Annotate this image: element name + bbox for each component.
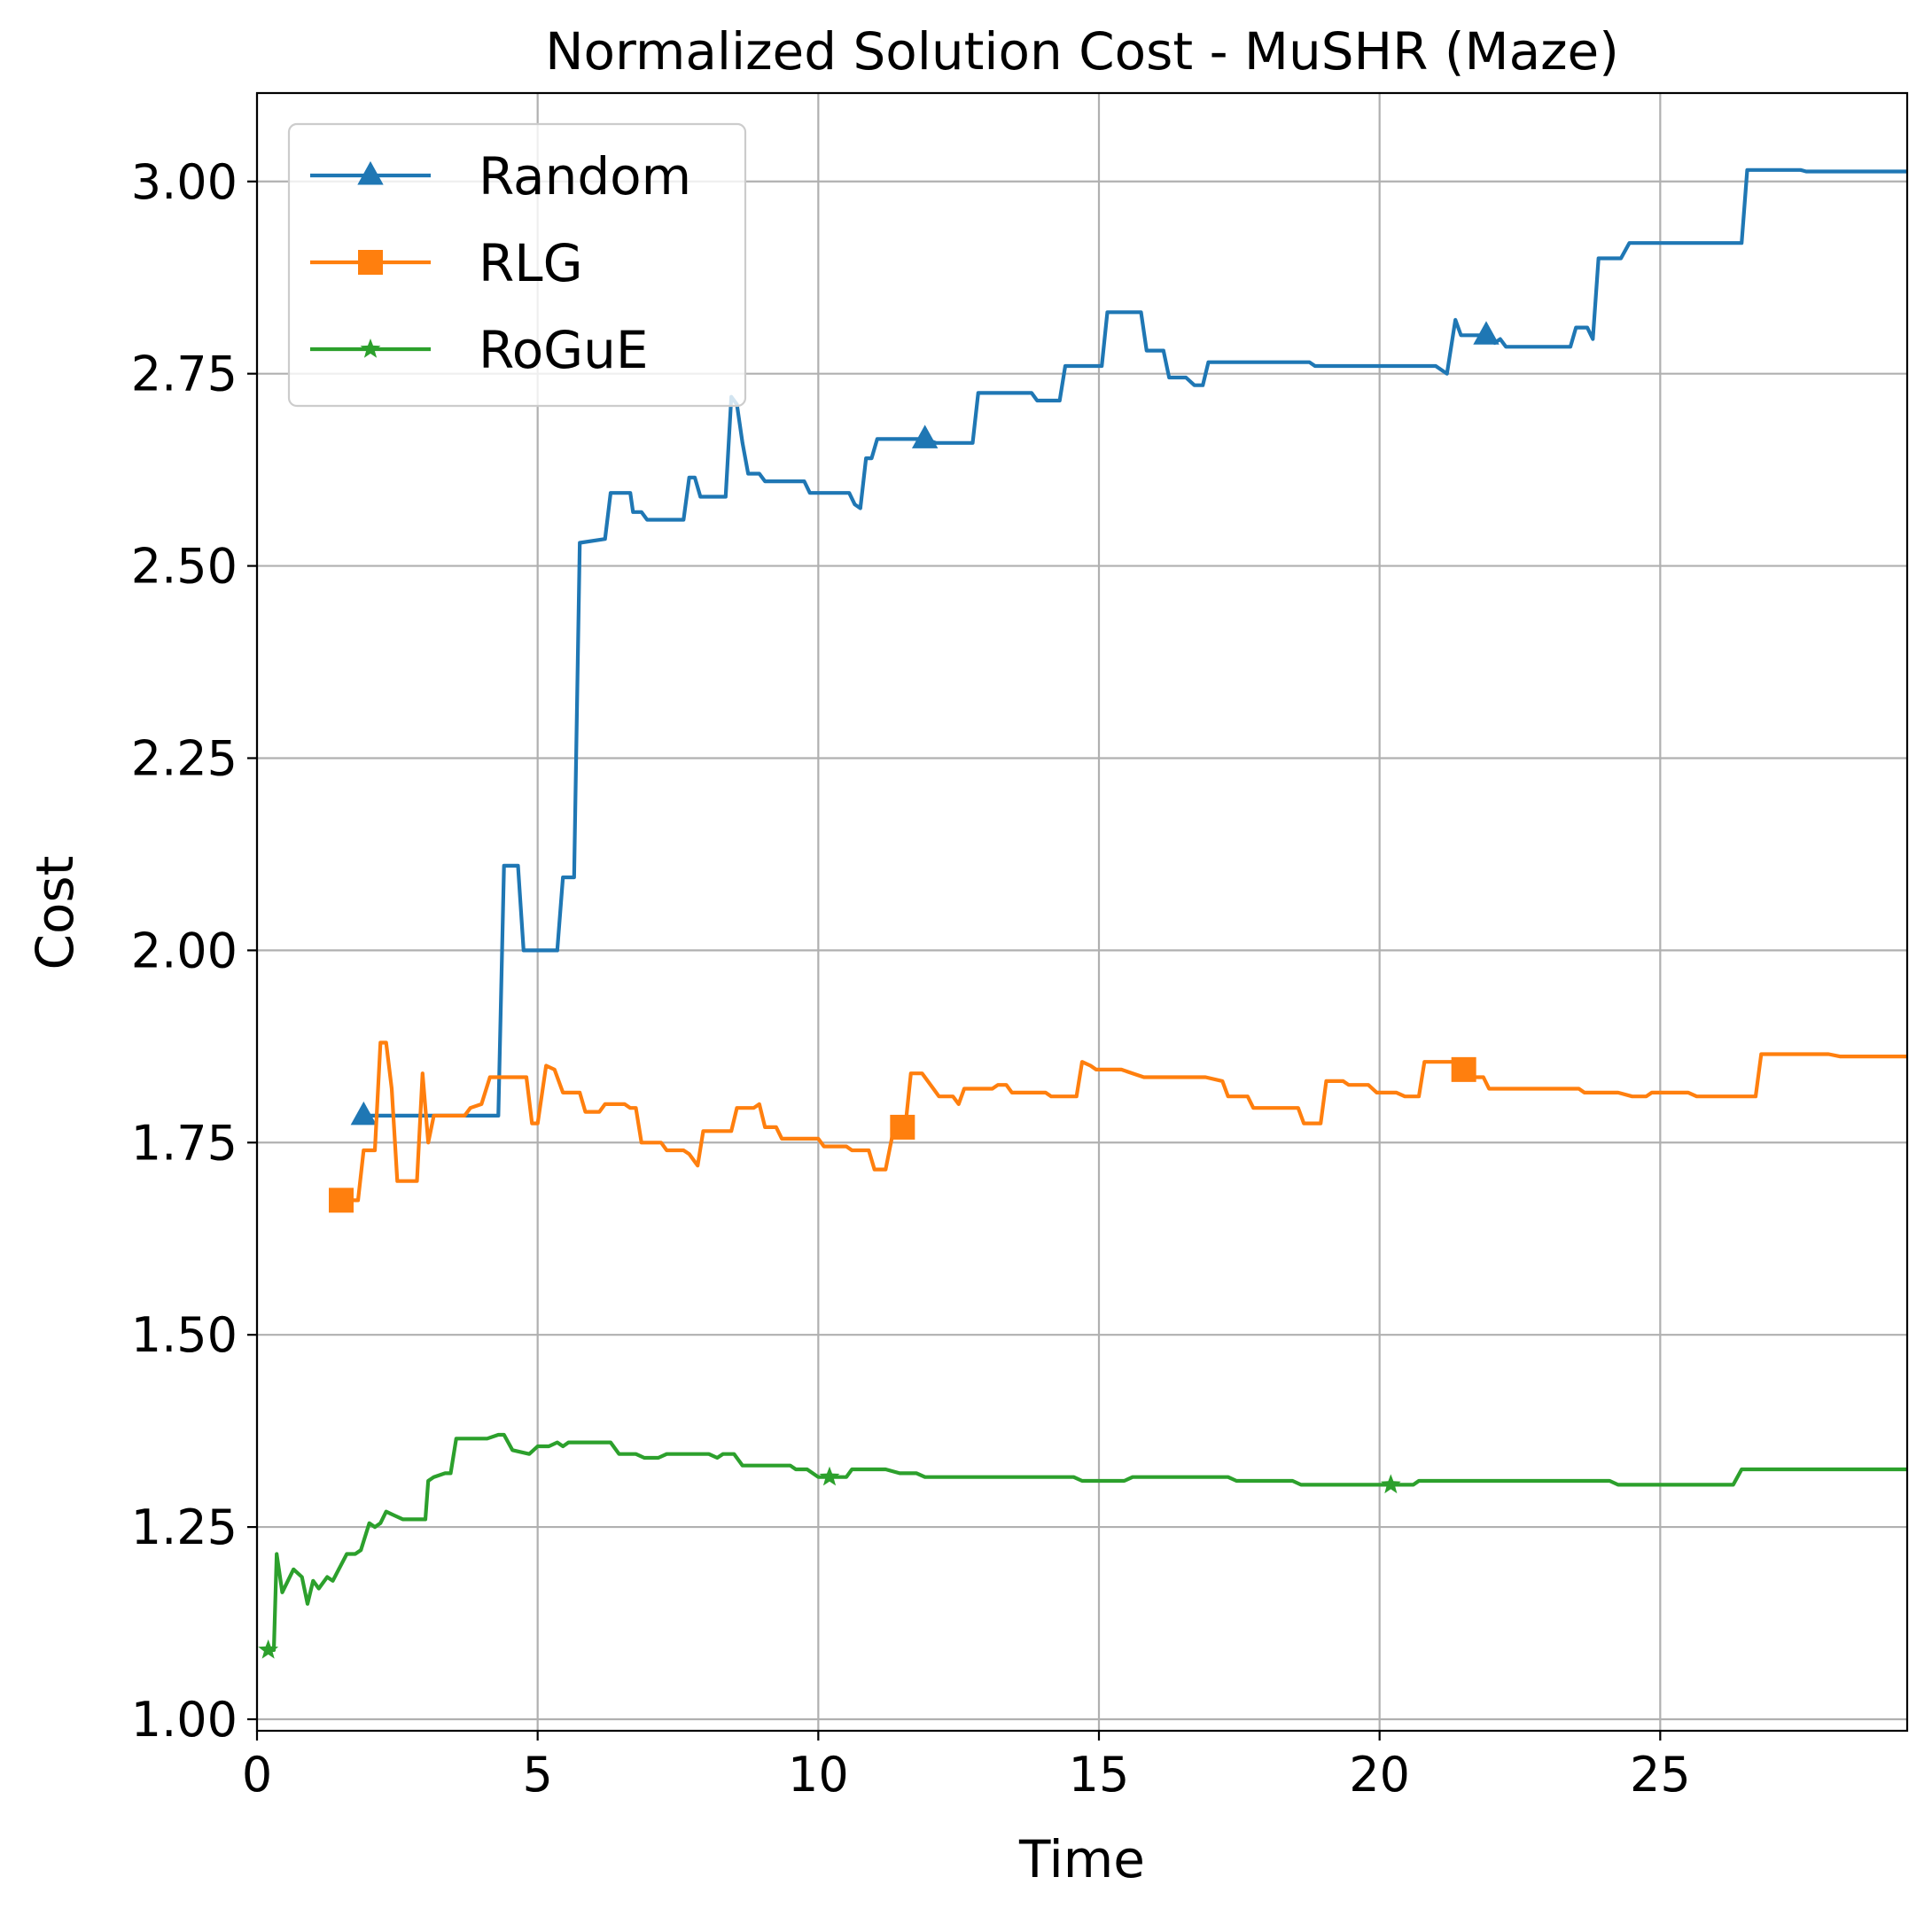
series-rogue	[258, 1432, 1907, 1659]
legend: Random RLG RoGuE	[287, 122, 747, 408]
y-tick-label: 2.25	[131, 730, 238, 786]
data-point-marker-random	[1473, 321, 1500, 345]
legend-marker-rogue	[360, 339, 381, 358]
y-tick-label: 2.50	[131, 539, 238, 595]
series-line-rogue	[268, 1432, 1907, 1652]
x-tick-label: 15	[1069, 1747, 1130, 1803]
chart-title: Normalized Solution Cost - MuSHR (Maze)	[545, 21, 1619, 82]
x-axis-label: Time	[1018, 1829, 1145, 1889]
data-point-marker-rogue	[1380, 1474, 1401, 1494]
y-tick-label: 1.75	[131, 1115, 238, 1171]
plot-frame	[255, 91, 1909, 1733]
y-tick-label: 1.00	[131, 1692, 238, 1748]
data-point-marker-rlg	[890, 1114, 915, 1140]
y-tick-label: 1.25	[131, 1499, 238, 1555]
legend-entry-random: Random	[310, 146, 691, 206]
axes-ticks: 0 5 10 15 20 25 1.00 1.25 1.50 1.75 2.00 2.25 2.50 2.…	[131, 154, 1691, 1803]
legend-marker-rlg	[358, 250, 383, 275]
y-tick-label: 2.00	[131, 923, 238, 978]
x-tick-label: 0	[242, 1747, 272, 1803]
series-line-random	[363, 167, 1907, 1118]
x-tick-label: 20	[1349, 1747, 1410, 1803]
plot-area	[258, 167, 1907, 1659]
legend-label-rogue: RoGuE	[479, 320, 649, 380]
series-rlg	[329, 1040, 1907, 1213]
series-line-rlg	[341, 1040, 1907, 1203]
y-tick-label: 1.50	[131, 1307, 238, 1363]
data-point-marker-rlg	[1451, 1056, 1476, 1082]
data-point-marker-rlg	[329, 1188, 354, 1213]
data-point-marker-random	[350, 1101, 378, 1125]
x-tick-label: 5	[522, 1747, 552, 1803]
legend-label-random: Random	[479, 146, 691, 206]
legend-entry-rogue: RoGuE	[310, 320, 649, 380]
legend-marker-random	[357, 160, 384, 185]
legend-box	[287, 122, 747, 408]
data-point-marker-rogue	[258, 1639, 279, 1659]
y-axis-label: Cost	[25, 856, 85, 970]
y-tick-label: 2.75	[131, 347, 238, 402]
series-random	[350, 167, 1907, 1125]
legend-label-rlg: RLG	[479, 233, 583, 293]
x-tick-label: 10	[788, 1747, 849, 1803]
x-tick-label: 25	[1630, 1747, 1691, 1803]
y-tick-label: 3.00	[131, 154, 238, 210]
data-point-marker-random	[911, 424, 939, 448]
legend-entry-rlg: RLG	[310, 233, 583, 293]
data-point-marker-rogue	[819, 1466, 840, 1486]
